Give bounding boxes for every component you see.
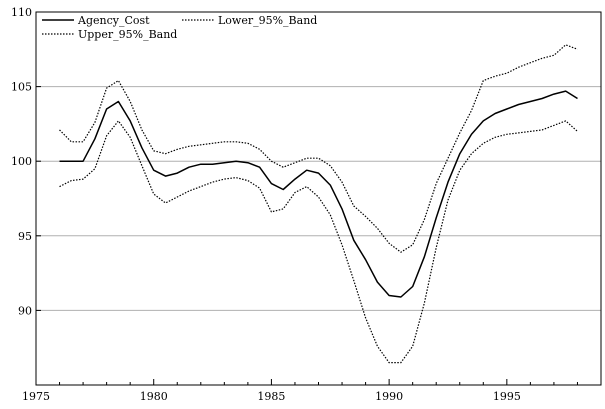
y-axis: 90 95 100 105 110 — [11, 6, 41, 317]
legend-label: Upper_95%_Band — [78, 28, 177, 41]
legend: Agency_Cost Lower_95%_Band Upper_95%_Band — [42, 14, 317, 41]
legend-label: Agency_Cost — [77, 14, 150, 27]
grid-lines — [36, 86, 601, 311]
x-axis: 1975 1980 1985 1990 1995 — [22, 379, 602, 403]
x-tick-label: 1975 — [22, 390, 50, 403]
x-tick-label: 1980 — [140, 390, 168, 403]
y-tick-label: 100 — [11, 155, 32, 168]
y-tick-label: 105 — [11, 81, 32, 94]
x-tick-label: 1985 — [257, 390, 285, 403]
series-line-lower-95-band — [59, 120, 578, 364]
x-tick-label: 1990 — [375, 390, 403, 403]
series-lines — [59, 44, 578, 364]
x-tick-label: 1995 — [493, 390, 521, 403]
legend-label: Lower_95%_Band — [218, 14, 317, 27]
y-tick-label: 95 — [18, 230, 32, 243]
y-tick-label: 90 — [18, 304, 32, 317]
series-line-upper-95-band — [59, 44, 578, 253]
y-tick-label: 110 — [11, 6, 32, 19]
series-line-agency-cost — [59, 90, 578, 298]
